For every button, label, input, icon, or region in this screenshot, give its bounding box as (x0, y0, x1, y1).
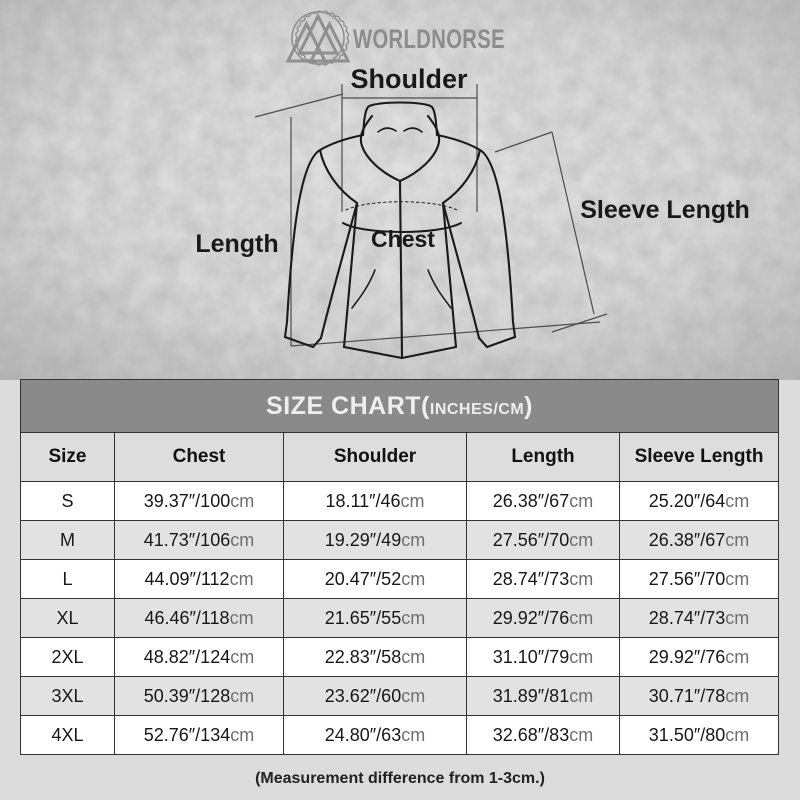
svg-text:Shoulder: Shoulder (350, 64, 467, 94)
svg-text:Chest: Chest (371, 226, 435, 252)
svg-text:WORLDNORSE: WORLDNORSE (353, 24, 505, 54)
svg-text:Sleeve Length: Sleeve Length (580, 196, 750, 224)
svg-text:Length: Length (195, 230, 278, 258)
